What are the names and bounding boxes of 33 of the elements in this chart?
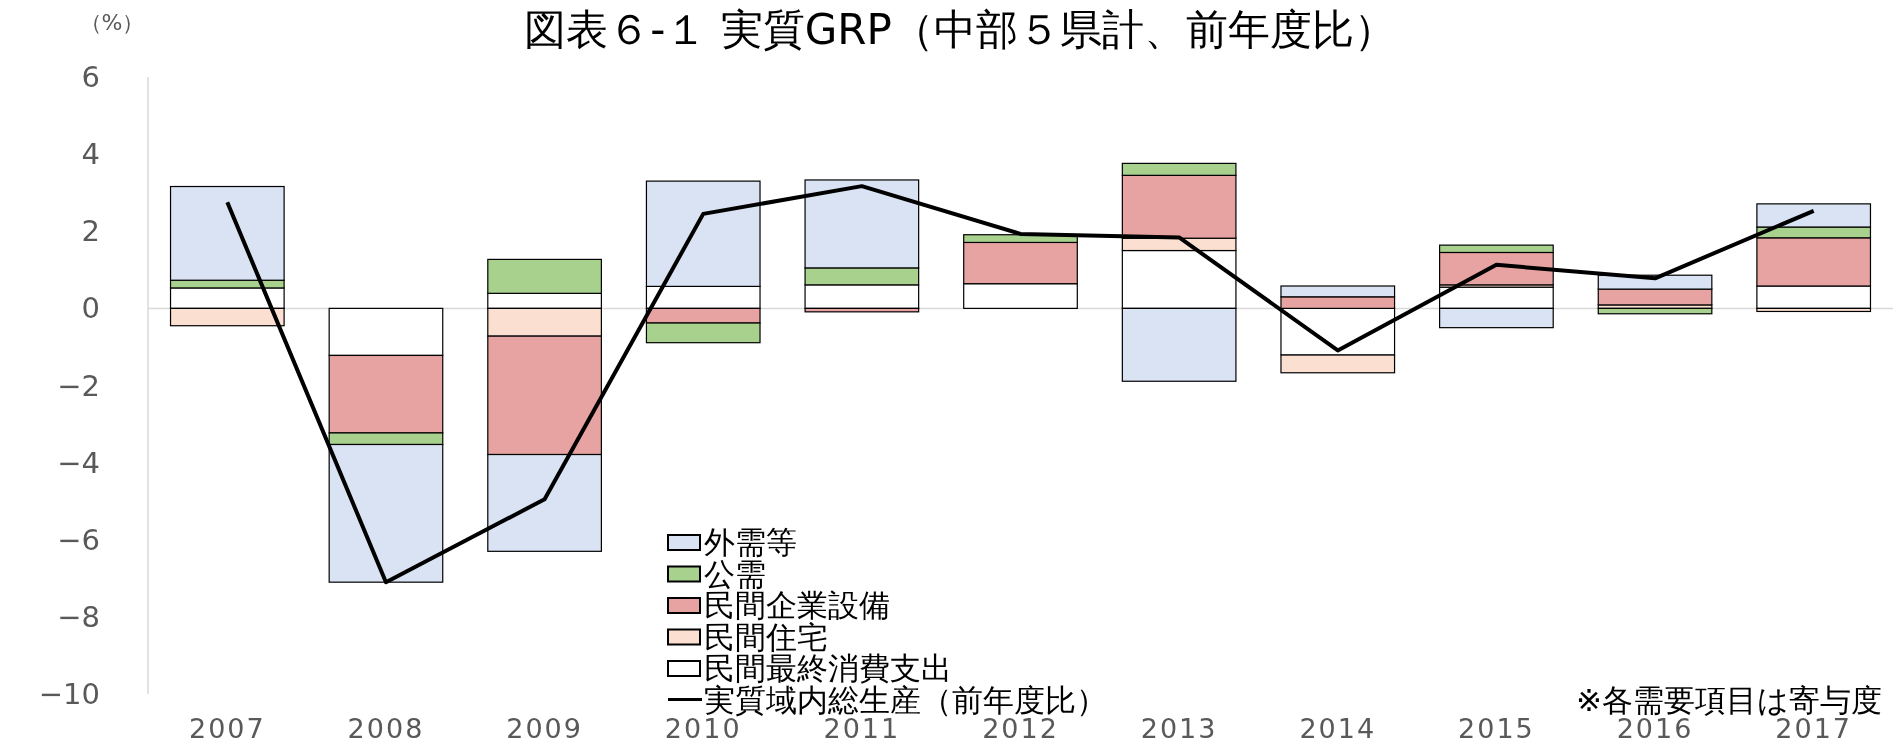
bar [1280, 285, 1396, 298]
bar [487, 258, 602, 294]
bar [328, 354, 444, 434]
bar [963, 283, 1078, 309]
y-tick-label: −10 [38, 677, 100, 711]
y-tick-label: 2 [81, 214, 100, 249]
bar [328, 307, 444, 357]
bar [645, 322, 761, 344]
bar [1121, 307, 1237, 382]
y-tick-label: −4 [57, 445, 100, 480]
y-tick-label: 4 [81, 137, 100, 172]
x-tick-label: 2008 [347, 713, 425, 744]
y-tick-label: 0 [81, 291, 100, 326]
bar [1756, 307, 1872, 313]
bar [1439, 244, 1554, 254]
y-tick-label: −6 [57, 522, 100, 557]
y-tick-label: −2 [57, 368, 100, 403]
bar [1439, 307, 1554, 329]
bar [1280, 354, 1396, 374]
bar [1121, 162, 1237, 176]
bar [963, 241, 1078, 285]
bar [487, 453, 602, 552]
x-tick-label: 2015 [1458, 713, 1535, 744]
x-tick-label: 2013 [1140, 713, 1218, 744]
x-tick-label: 2007 [188, 713, 266, 744]
y-tick-label: −8 [57, 599, 100, 634]
x-tick-label: 2009 [506, 713, 583, 744]
bar [487, 307, 602, 337]
bar [1597, 307, 1713, 315]
y-tick-label: 6 [81, 60, 100, 94]
y-axis-title: （%） [79, 10, 145, 35]
x-tick-label: 2014 [1299, 713, 1377, 744]
chart-title: 図表６-１ 実質GRP（中部５県計、前年度比） [524, 5, 1396, 54]
